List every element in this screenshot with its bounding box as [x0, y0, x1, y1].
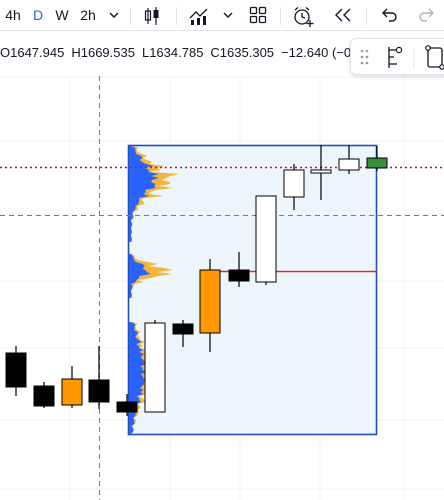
interval-4h[interactable]: 4h	[5, 7, 21, 23]
toolbar-divider	[176, 7, 177, 25]
legend-close: C1635.305	[210, 45, 275, 60]
interval-2h[interactable]: 2h	[80, 7, 96, 23]
candle-body	[228, 269, 250, 282]
legend-high: H1669.535	[71, 45, 135, 60]
redo-icon[interactable]	[414, 0, 440, 31]
object-settings-icon[interactable]	[425, 45, 444, 70]
legend-open: O1647.945	[0, 45, 65, 60]
chevron-down-icon[interactable]	[105, 0, 123, 31]
volume-profile-settings-icon[interactable]	[388, 46, 403, 68]
top-toolbar: 4h D W 2h	[0, 0, 444, 31]
toolbar-divider	[366, 7, 367, 25]
undo-icon[interactable]	[376, 0, 402, 31]
interval-w[interactable]: W	[55, 7, 69, 23]
floating-drawing-toolbar	[350, 38, 444, 75]
candle-body	[5, 352, 27, 388]
chevron-down-icon[interactable]	[219, 0, 237, 31]
toolbar-divider	[130, 7, 131, 25]
volume-profile-range[interactable]	[127, 144, 378, 436]
price-chart[interactable]	[0, 76, 444, 500]
candle-body	[33, 385, 55, 407]
alert-icon[interactable]	[290, 0, 316, 31]
candle-body	[88, 379, 110, 403]
candle-body	[172, 323, 194, 335]
candle-body	[116, 401, 138, 413]
drag-handle-icon[interactable]	[360, 49, 369, 65]
replay-icon[interactable]	[330, 0, 356, 31]
toolbar-divider	[280, 7, 281, 25]
candle-body	[255, 195, 277, 283]
indicators-icon[interactable]	[186, 0, 212, 31]
candle-body	[366, 157, 388, 169]
layout-icon[interactable]	[246, 0, 270, 31]
candles-icon[interactable]	[140, 0, 164, 31]
ohlc-legend: O1647.945 H1669.535 L1634.785 C1635.305 −12.…	[0, 44, 358, 62]
interval-d[interactable]: D	[32, 7, 44, 23]
candle-body	[338, 158, 360, 171]
volume-profile-middle-blue	[129, 254, 151, 298]
candle-body	[283, 169, 305, 198]
legend-change: −12.640 (−0	[281, 45, 352, 60]
candle-body	[310, 169, 332, 174]
candle-body	[199, 269, 221, 334]
volume-profile-top-blue	[129, 146, 159, 242]
legend-low: L1634.785	[141, 45, 204, 60]
candle-body	[144, 322, 166, 413]
candle-body	[61, 378, 83, 406]
candles	[5, 145, 388, 416]
